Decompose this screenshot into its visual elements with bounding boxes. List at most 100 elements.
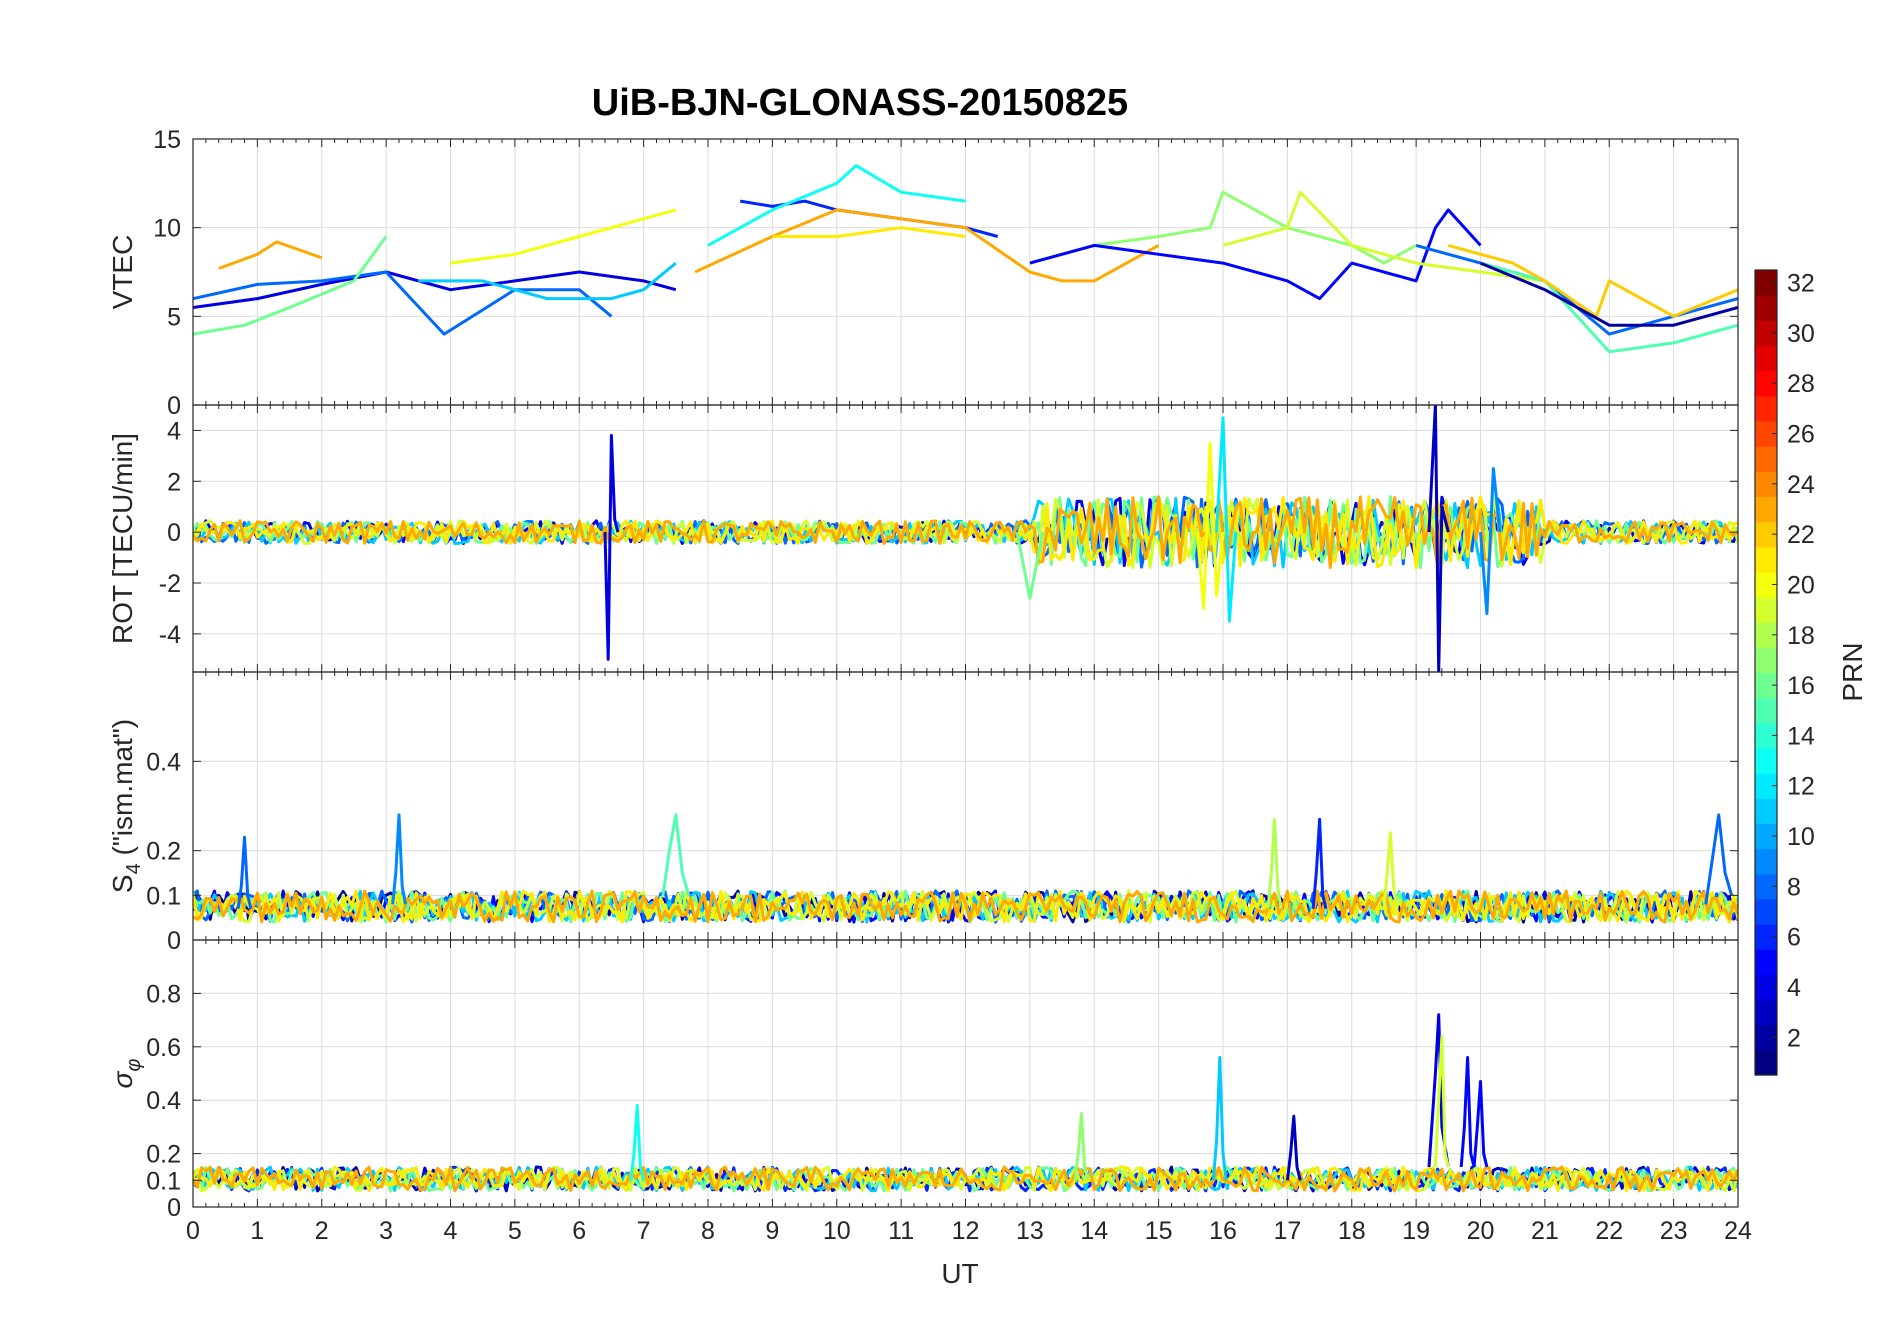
colorbar-swatch [1755, 370, 1777, 397]
y-tick-label: 0.2 [146, 1141, 181, 1169]
colorbar-swatch [1755, 647, 1777, 674]
x-tick-label: 13 [1016, 1217, 1044, 1245]
series-line-prn-20 [1195, 441, 1225, 610]
series-line-prn-15 [1480, 261, 1738, 354]
panel-rot: -4 -2 0 2 4 ROT [TECU/min] [107, 404, 1739, 673]
colorbar-swatch [1755, 395, 1777, 422]
y-tick-label: 5 [167, 303, 181, 331]
series-line-prn-6 [1311, 817, 1328, 910]
colorbar-swatch [1755, 521, 1777, 548]
series-line-prn-3 [1285, 1114, 1302, 1181]
series-line-prn-22 [1447, 243, 1738, 318]
x-tick-label: 21 [1531, 1217, 1559, 1245]
y-axis-label-s4: S4 ("ism.mat") [107, 719, 145, 893]
y-tick-label: 0.4 [146, 1087, 181, 1115]
colorbar-swatch [1755, 924, 1777, 950]
baseline-trace-prn-21 [193, 1165, 1738, 1193]
series-line-prn-11 [1211, 1056, 1228, 1181]
series-line-prn-20 [450, 208, 677, 265]
y-tick-label: 0.2 [146, 838, 181, 866]
y-axis-label-sub: φ [123, 1059, 145, 1072]
x-tick-label: 6 [572, 1217, 586, 1245]
colorbar-swatch [1755, 999, 1777, 1026]
series-line-prn-16 [1015, 531, 1045, 600]
colorbar-swatch [1755, 270, 1777, 296]
series-line-prn-13 [707, 164, 966, 247]
series-line-prn-5 [1029, 208, 1482, 301]
series-line-prn-12 [1215, 416, 1238, 623]
series-line-prn-8 [193, 270, 613, 336]
colorbar-swatch [1755, 320, 1777, 347]
colorbar-swatch [1755, 571, 1777, 598]
colorbar-swatch [1755, 974, 1777, 1001]
x-tick-label: 8 [701, 1217, 715, 1245]
y-tick-label: -4 [159, 621, 181, 649]
series-line-prn-19 [1433, 1034, 1450, 1168]
y-axis-label-rest: ("ism.mat") [107, 719, 138, 863]
y-axis-label-rot: ROT [TECU/min] [107, 433, 138, 644]
colorbar-tick-label: 32 [1787, 270, 1815, 298]
colorbar-swatch [1755, 747, 1777, 774]
x-tick-label: 4 [444, 1217, 458, 1245]
colorbar-tick-label: 16 [1787, 672, 1815, 700]
y-axis-label-sub: 4 [123, 863, 145, 874]
series-line-prn-19 [1382, 831, 1399, 909]
x-tick-label: 17 [1273, 1217, 1301, 1245]
baseline-trace-prn-23 [193, 1165, 1738, 1193]
colorbar-tick-label: 18 [1787, 622, 1815, 650]
series-line-prn-16 [193, 235, 388, 336]
colorbar-tick-label: 2 [1787, 1024, 1801, 1052]
baseline-trace-prn-23 [193, 495, 1738, 569]
series-line-prn-8 [1704, 813, 1734, 905]
series-group-rot [193, 405, 1738, 672]
colorbar-swatch [1755, 1024, 1777, 1051]
colorbar-box [1754, 269, 1778, 1076]
series-line-prn-4 [193, 270, 677, 309]
colorbar-tick-label: 6 [1787, 924, 1801, 952]
y-tick-label: 2 [167, 468, 181, 496]
x-tick-label: 24 [1724, 1217, 1752, 1245]
colorbar-tick-label: 10 [1787, 823, 1815, 851]
x-tick-label: 5 [508, 1217, 522, 1245]
x-tick-label: 10 [823, 1217, 851, 1245]
colorbar-swatch [1755, 823, 1777, 850]
colorbar-swatch [1755, 798, 1777, 825]
colorbar-tick-label: 30 [1787, 320, 1815, 348]
baseline-trace-prn-23 [193, 889, 1738, 924]
series-line-prn-23 [694, 208, 1160, 283]
y-tick-label: 4 [167, 417, 181, 445]
series-line-prn-21 [772, 226, 966, 238]
y-tick-label: -2 [159, 570, 181, 598]
colorbar-swatch [1755, 471, 1777, 498]
x-tick-label: 18 [1338, 1217, 1366, 1245]
colorbar-swatch [1755, 722, 1777, 749]
panel-sigphi: 00.10.2 0.4 0.6 0.8 σφ [107, 939, 1739, 1222]
series-line-prn-5 [1459, 1056, 1476, 1168]
y-axis-label-main: σ [107, 1070, 138, 1088]
colorbar-swatch [1755, 446, 1777, 472]
colorbar-swatch [1755, 345, 1777, 372]
colorbar-tick-label: 28 [1787, 370, 1815, 398]
y-tick-label: 0.4 [146, 748, 181, 776]
colorbar-swatch [1755, 597, 1777, 623]
colorbar-swatch [1755, 295, 1777, 321]
colorbar-swatch [1755, 949, 1777, 975]
series-line-prn-15 [661, 813, 691, 896]
x-tick-label: 3 [379, 1217, 393, 1245]
series-line-prn-17 [1073, 1112, 1090, 1181]
x-tick-label: 2 [315, 1217, 329, 1245]
colorbar-tick-label: 24 [1787, 471, 1815, 499]
x-tick-label: 7 [637, 1217, 651, 1245]
x-tick-label: 1 [250, 1217, 264, 1245]
x-axis-label: UT [941, 1258, 978, 1289]
x-tick-label: 16 [1209, 1217, 1237, 1245]
colorbar-tick-label: 12 [1787, 773, 1815, 801]
colorbar-swatch [1755, 1049, 1777, 1076]
y-tick-label: 15 [153, 126, 181, 154]
series-group-sigphi [193, 1013, 1738, 1193]
y-tick-label: 0 [167, 1194, 181, 1222]
y-tick-label: 10 [153, 215, 181, 243]
series-line-prn-3 [1427, 405, 1450, 672]
